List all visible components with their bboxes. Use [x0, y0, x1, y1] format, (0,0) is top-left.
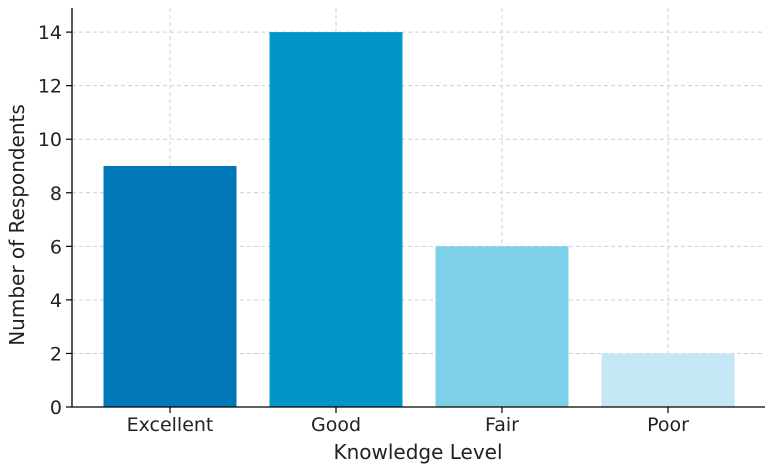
bar-good [269, 32, 403, 407]
y-tick-label: 14 [38, 22, 62, 44]
bars-layer [103, 32, 735, 407]
y-tick-label: 8 [50, 183, 62, 205]
bar-excellent [103, 165, 237, 407]
x-tick-label: Fair [485, 414, 519, 436]
x-tick-label: Poor [647, 414, 689, 436]
x-tick-label: Excellent [127, 414, 214, 436]
bar-fair [435, 246, 569, 407]
x-tick-label: Good [311, 414, 361, 436]
y-tick-label: 4 [50, 290, 62, 312]
y-tick-label: 6 [50, 236, 62, 258]
x-axis-title: Knowledge Level [333, 440, 502, 464]
y-tick-label: 2 [50, 343, 62, 365]
axes-layer [66, 8, 765, 413]
y-tick-label: 10 [38, 129, 62, 151]
labels-layer: 0 2 4 6 8 10 12 14 Excellent Good Fair Poor [38, 22, 689, 436]
y-tick-label: 12 [38, 76, 62, 98]
y-tick-label: 0 [50, 397, 62, 419]
y-axis-title: Number of Respondents [5, 104, 29, 346]
bar-poor [601, 353, 735, 407]
